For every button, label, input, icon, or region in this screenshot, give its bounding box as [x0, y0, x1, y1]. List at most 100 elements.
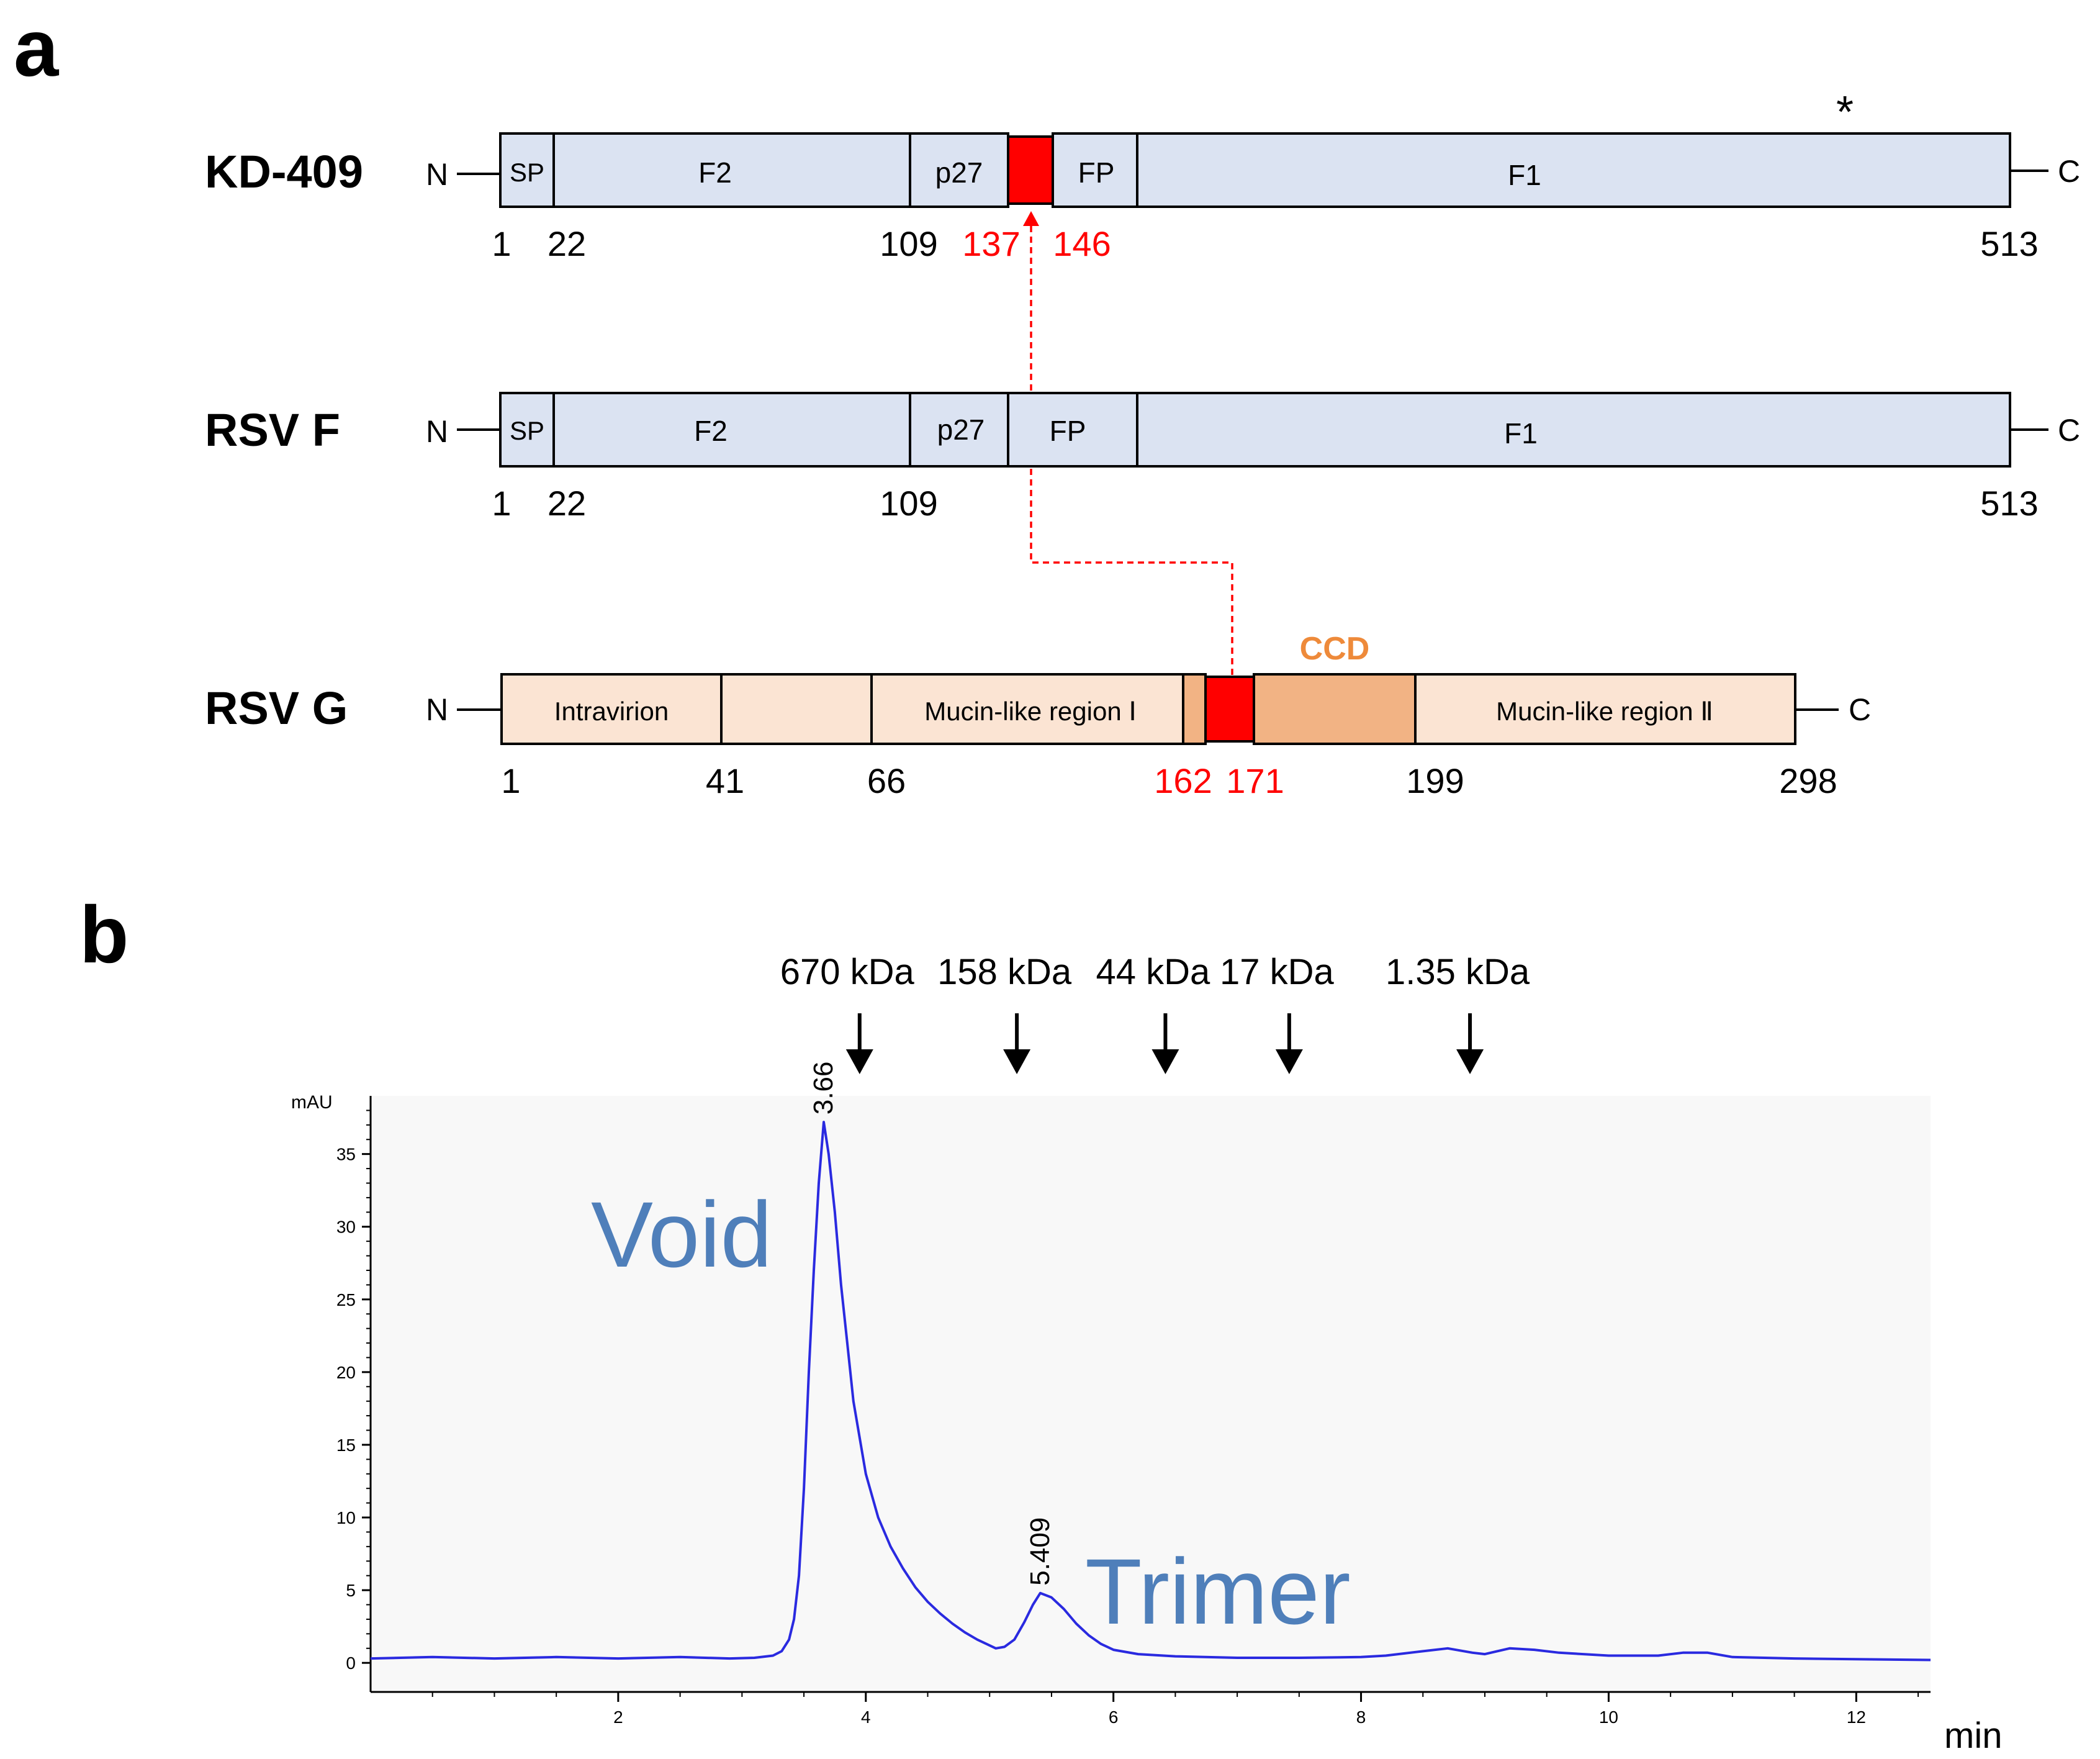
y-tick-label: 0	[346, 1653, 356, 1673]
rsvg-mucin1-label: Mucin-like region Ⅰ	[924, 697, 1137, 726]
rsvf-p27-label: p27	[937, 414, 985, 446]
marker-size-label: 44 kDa	[1096, 952, 1211, 992]
kd409-n-terminus: N	[426, 157, 448, 192]
marker-arrow-head	[1456, 1049, 1484, 1074]
marker-size-label: 17 kDa	[1220, 952, 1335, 992]
y-tick-label: 5	[346, 1581, 356, 1600]
x-tick-label: 10	[1599, 1707, 1618, 1727]
rsvg-mucin2-label: Mucin-like region Ⅱ	[1496, 697, 1713, 726]
void-annotation: Void	[591, 1182, 772, 1286]
marker-size-label: 1.35 kDa	[1386, 952, 1530, 992]
rsvf-fp-label: FP	[1050, 415, 1086, 447]
trimer-annotation: Trimer	[1085, 1539, 1351, 1644]
rsvg-pos-298: 298	[1779, 761, 1837, 800]
rsvg-construct: RSV G N C CCD Intravirion Mucin-like reg…	[205, 631, 1871, 800]
rsvg-ccd-segment	[1253, 673, 1417, 745]
rsvf-f2-segment	[552, 392, 911, 468]
rsvg-name: RSV G	[205, 682, 348, 734]
panel-letter-a: a	[14, 2, 59, 93]
rsvg-intravirion-label: Intravirion	[554, 697, 669, 726]
x-tick-label: 2	[613, 1707, 623, 1727]
kd409-fp-segment	[1052, 132, 1138, 208]
kd409-f2-label: F2	[698, 156, 732, 189]
x-tick-label: 8	[1356, 1707, 1366, 1727]
kd409-c-terminus: C	[2058, 154, 2080, 189]
marker-size-label: 158 kDa	[937, 952, 1072, 992]
rsvg-pos-199: 199	[1406, 761, 1464, 800]
insert-arrowhead	[1023, 211, 1039, 226]
kd409-asterisk: *	[1836, 88, 1854, 137]
chart-axes: 0 5 10 15 20 25 30 35 2 4 6 8 10 12	[336, 1096, 1931, 1727]
marker-arrow-head	[1151, 1049, 1179, 1074]
kd409-f1-label: F1	[1508, 159, 1541, 191]
y-tick-label: 25	[336, 1290, 356, 1309]
ccd-label: CCD	[1300, 631, 1370, 667]
kd409-pos-22: 22	[548, 224, 586, 263]
y-tick-label: 35	[336, 1145, 356, 1164]
peak-time-label: 3.66	[808, 1062, 839, 1115]
rsvf-construct: RSV F N C SP F2 p27 FP F1 1 22 109 513	[205, 392, 2080, 523]
x-axis-unit-label: min	[1944, 1716, 2002, 1756]
rsvg-pos-66: 66	[867, 761, 906, 800]
marker-size-label: 670 kDa	[780, 952, 915, 992]
marker-arrow-head	[1003, 1049, 1031, 1074]
size-markers: 670 kDa 158 kDa 44 kDa 17 kDa 1.35 kDa	[780, 952, 1530, 1074]
rsvg-c-terminus: C	[1849, 692, 1871, 727]
rsvf-c-terminus: C	[2058, 413, 2080, 448]
kd409-pos-146: 146	[1053, 224, 1111, 263]
y-tick-label: 20	[336, 1363, 356, 1382]
kd409-construct: KD-409 N C SP F2 p27 FP F1 * 1 22 109 13…	[205, 88, 2080, 263]
rsvf-pos-22: 22	[548, 484, 586, 523]
rsvf-f2-label: F2	[694, 415, 728, 447]
rsvf-fp-segment	[1007, 392, 1138, 468]
kd409-insert-segment	[1007, 135, 1054, 205]
uv-trace-line	[370, 1121, 1931, 1662]
x-tick-label: 4	[861, 1707, 871, 1727]
rsvg-pos-1: 1	[501, 761, 520, 800]
rsvf-pos-513: 513	[1980, 484, 2038, 523]
rsvg-n-terminus: N	[426, 692, 448, 727]
kd409-p27-label: p27	[935, 156, 983, 189]
rsvf-sp-label: SP	[510, 416, 544, 445]
marker-arrow-head	[1275, 1049, 1303, 1074]
insert-origin-connector	[1030, 226, 1233, 677]
rsvg-pos-41: 41	[706, 761, 744, 800]
rsvg-pos-171: 171	[1226, 761, 1284, 800]
rsvf-f1-label: F1	[1504, 417, 1538, 450]
rsvf-name: RSV F	[205, 404, 340, 456]
kd409-p27-segment	[909, 132, 1009, 208]
rsvf-pos-109: 109	[880, 484, 937, 523]
y-tick-label: 30	[336, 1218, 356, 1237]
rsvg-epitope-segment	[1204, 676, 1255, 743]
kd409-pos-513: 513	[1980, 224, 2038, 263]
rsvf-n-terminus: N	[426, 414, 448, 449]
peak-labels: 3.66 5.409	[808, 1062, 1055, 1586]
kd409-pos-109: 109	[880, 224, 937, 263]
kd409-f2-segment	[552, 132, 911, 208]
kd409-f1-segment	[1136, 132, 2011, 208]
rsvg-intravirion-segment	[500, 673, 723, 745]
peak-time-label: 5.409	[1025, 1517, 1055, 1586]
rsvg-transmembrane-segment	[720, 673, 873, 745]
panel-letter-b: b	[79, 889, 129, 980]
kd409-fp-label: FP	[1078, 156, 1115, 189]
rsvf-f1-segment	[1136, 392, 2011, 468]
rsvg-mucin1-segment	[870, 673, 1184, 745]
plot-area	[371, 1096, 1931, 1692]
rsvf-pos-1: 1	[492, 484, 511, 523]
kd409-sp-segment	[499, 132, 555, 208]
marker-arrow-head	[845, 1049, 873, 1074]
kd409-sp-label: SP	[510, 158, 544, 187]
kd409-pos-137: 137	[962, 224, 1020, 263]
rsvg-ccd-pre-segment	[1182, 673, 1207, 745]
y-tick-label: 10	[336, 1508, 356, 1527]
panel-a-diagram: KD-409 N C SP F2 p27 FP F1 * 1 22 109 13…	[205, 88, 2080, 800]
kd409-name: KD-409	[205, 146, 363, 197]
x-tick-label: 6	[1109, 1707, 1119, 1727]
y-tick-label: 15	[336, 1436, 356, 1455]
rsvg-pos-162: 162	[1154, 761, 1212, 800]
y-axis-unit-label: mAU	[291, 1092, 333, 1113]
kd409-pos-1: 1	[492, 224, 511, 263]
x-tick-label: 12	[1847, 1707, 1866, 1727]
rsvf-p27-segment	[909, 392, 1009, 468]
